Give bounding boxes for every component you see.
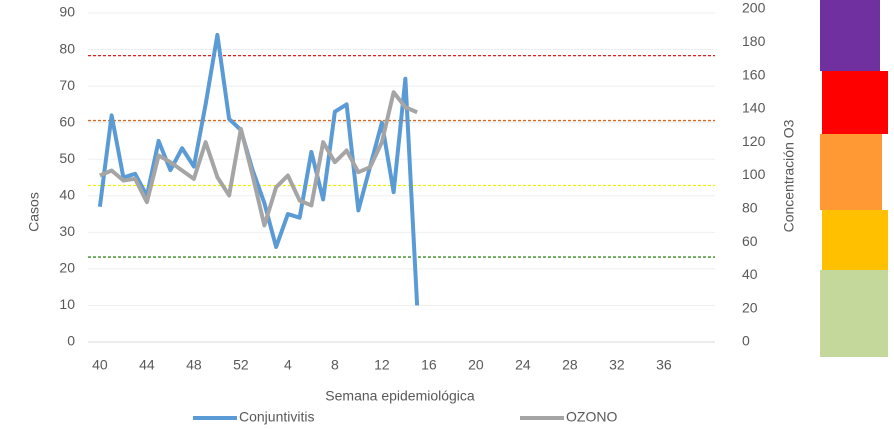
series-line: [99, 90, 418, 228]
band-yellow: [822, 210, 888, 270]
x-tick-label: 4: [284, 357, 292, 373]
band-green: [820, 270, 888, 357]
y2-tick-label: 200: [742, 0, 766, 16]
x-tick-label: 8: [331, 357, 339, 373]
y2-tick-label: 100: [742, 166, 766, 182]
y2-tick-label: 160: [742, 66, 766, 82]
y2-axis-title: Concentración O3: [781, 119, 797, 232]
x-tick-label: 28: [562, 357, 578, 373]
x-tick-label: 40: [92, 357, 108, 373]
x-tick-label: 20: [468, 357, 484, 373]
x-tick-label: 12: [374, 357, 390, 373]
y-tick-label: 50: [59, 150, 75, 166]
series-line: [97, 32, 420, 306]
y2-tick-label: 80: [742, 200, 758, 216]
x-tick-label: 16: [421, 357, 437, 373]
band-orange: [820, 134, 882, 210]
y-tick-label: 60: [59, 113, 75, 129]
y-tick-label: 10: [59, 296, 75, 312]
y-tick-label: 0: [67, 333, 75, 349]
x-tick-label: 32: [609, 357, 625, 373]
y-tick-label: 90: [59, 4, 75, 20]
x-tick-label: 52: [233, 357, 249, 373]
x-tick-label: 24: [515, 357, 531, 373]
x-tick-label: 48: [186, 357, 202, 373]
band-purple: [820, 0, 880, 71]
y2-tick-label: 140: [742, 100, 766, 116]
band-red: [822, 71, 888, 134]
y2-tick-label: 40: [742, 266, 758, 282]
y2-tick-label: 20: [742, 299, 758, 315]
y-tick-label: 20: [59, 260, 75, 276]
y-tick-label: 30: [59, 223, 75, 239]
y2-tick-label: 0: [742, 333, 750, 349]
y2-tick-label: 180: [742, 33, 766, 49]
x-axis-title: Semana epidemiológica: [325, 388, 475, 404]
legend-label: Conjuntivitis: [239, 409, 314, 425]
y-tick-label: 40: [59, 186, 75, 202]
y-tick-label: 70: [59, 77, 75, 93]
y2-tick-label: 60: [742, 233, 758, 249]
x-tick-label: 36: [656, 357, 672, 373]
y2-tick-label: 120: [742, 133, 766, 149]
x-tick-label: 44: [139, 357, 155, 373]
y-axis-title: Casos: [26, 192, 42, 232]
y-tick-label: 80: [59, 40, 75, 56]
legend-label: OZONO: [566, 409, 617, 425]
